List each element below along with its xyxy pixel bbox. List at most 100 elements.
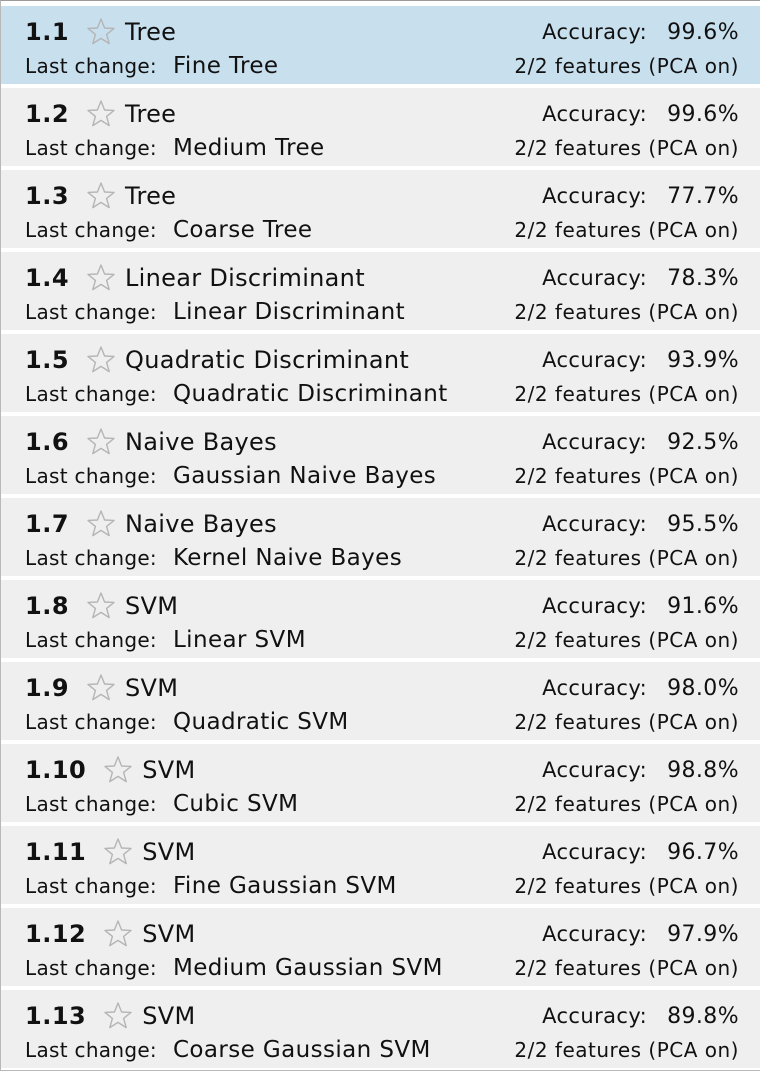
model-type: SVM xyxy=(125,674,179,702)
accuracy-label: Accuracy: xyxy=(542,266,648,290)
star-outline-icon[interactable] xyxy=(102,918,134,950)
model-row-header: 1.9 SVM Accuracy: 98.0% xyxy=(25,672,739,704)
model-type: Linear Discriminant xyxy=(125,264,365,292)
star-outline-icon[interactable] xyxy=(85,98,117,130)
last-change-value: Medium Gaussian SVM xyxy=(172,955,443,981)
accuracy-label: Accuracy: xyxy=(542,430,648,454)
last-change-label: Last change: xyxy=(25,218,157,242)
model-number: 1.1 xyxy=(25,18,70,46)
model-type: SVM xyxy=(142,920,196,948)
model-row-header: 1.4 Linear Discriminant Accuracy: 78.3% xyxy=(25,262,739,294)
last-change-value: Quadratic Discriminant xyxy=(172,381,448,407)
model-number: 1.6 xyxy=(25,428,70,456)
star-outline-icon[interactable] xyxy=(85,180,117,212)
model-number: 1.4 xyxy=(25,264,70,292)
model-number: 1.2 xyxy=(25,100,70,128)
features-info: 2/2 features (PCA on) xyxy=(514,874,739,898)
star-outline-icon[interactable] xyxy=(85,508,117,540)
accuracy-label: Accuracy: xyxy=(542,676,648,700)
model-list: 1.1 Tree Accuracy: 99.6% Last change: Fi… xyxy=(1,6,760,1070)
star-outline-icon[interactable] xyxy=(85,672,117,704)
model-row-1-4[interactable]: 1.4 Linear Discriminant Accuracy: 78.3% … xyxy=(1,252,760,330)
model-row-header: 1.7 Naive Bayes Accuracy: 95.5% xyxy=(25,508,739,540)
accuracy-label: Accuracy: xyxy=(542,348,648,372)
accuracy-label: Accuracy: xyxy=(542,20,648,44)
accuracy-value: 99.6% xyxy=(667,101,739,127)
star-outline-icon[interactable] xyxy=(85,16,117,48)
last-change-value: Medium Tree xyxy=(172,135,325,161)
star-outline-icon[interactable] xyxy=(85,262,117,294)
model-number: 1.10 xyxy=(25,756,87,784)
model-number: 1.12 xyxy=(25,920,87,948)
accuracy-value: 98.0% xyxy=(667,675,739,701)
features-info: 2/2 features (PCA on) xyxy=(514,218,739,242)
accuracy-label: Accuracy: xyxy=(542,1004,648,1028)
last-change-label: Last change: xyxy=(25,956,157,980)
model-number: 1.3 xyxy=(25,182,70,210)
model-row-details: Last change: Quadratic SVM 2/2 features … xyxy=(25,706,739,738)
model-row-details: Last change: Gaussian Naive Bayes 2/2 fe… xyxy=(25,460,739,492)
model-row-1-2[interactable]: 1.2 Tree Accuracy: 99.6% Last change: Me… xyxy=(1,88,760,166)
accuracy-value: 96.7% xyxy=(667,839,739,865)
last-change-label: Last change: xyxy=(25,628,157,652)
model-type: SVM xyxy=(142,1002,196,1030)
star-outline-icon[interactable] xyxy=(102,754,134,786)
last-change-label: Last change: xyxy=(25,54,157,78)
last-change-value: Fine Gaussian SVM xyxy=(172,873,397,899)
model-number: 1.5 xyxy=(25,346,70,374)
accuracy-label: Accuracy: xyxy=(542,102,648,126)
model-row-1-1[interactable]: 1.1 Tree Accuracy: 99.6% Last change: Fi… xyxy=(1,6,760,84)
features-info: 2/2 features (PCA on) xyxy=(514,382,739,406)
accuracy-value: 95.5% xyxy=(667,511,739,537)
model-row-1-11[interactable]: 1.11 SVM Accuracy: 96.7% Last change: Fi… xyxy=(1,826,760,904)
last-change-value: Kernel Naive Bayes xyxy=(172,545,403,571)
model-row-header: 1.6 Naive Bayes Accuracy: 92.5% xyxy=(25,426,739,458)
star-outline-icon[interactable] xyxy=(102,1000,134,1032)
model-row-details: Last change: Coarse Tree 2/2 features (P… xyxy=(25,214,739,246)
model-type: Tree xyxy=(125,18,177,46)
model-row-1-13[interactable]: 1.13 SVM Accuracy: 89.8% Last change: Co… xyxy=(1,990,760,1068)
accuracy-value: 99.6% xyxy=(667,19,739,45)
model-row-1-10[interactable]: 1.10 SVM Accuracy: 98.8% Last change: Cu… xyxy=(1,744,760,822)
model-number: 1.9 xyxy=(25,674,70,702)
model-row-header: 1.2 Tree Accuracy: 99.6% xyxy=(25,98,739,130)
model-row-details: Last change: Coarse Gaussian SVM 2/2 fea… xyxy=(25,1034,739,1066)
last-change-value: Linear SVM xyxy=(172,627,306,653)
last-change-label: Last change: xyxy=(25,300,157,324)
model-row-1-8[interactable]: 1.8 SVM Accuracy: 91.6% Last change: Lin… xyxy=(1,580,760,658)
model-number: 1.7 xyxy=(25,510,70,538)
model-row-1-7[interactable]: 1.7 Naive Bayes Accuracy: 95.5% Last cha… xyxy=(1,498,760,576)
last-change-label: Last change: xyxy=(25,710,157,734)
last-change-value: Linear Discriminant xyxy=(172,299,405,325)
last-change-label: Last change: xyxy=(25,382,157,406)
model-row-details: Last change: Fine Tree 2/2 features (PCA… xyxy=(25,50,739,82)
model-row-details: Last change: Medium Tree 2/2 features (P… xyxy=(25,132,739,164)
accuracy-label: Accuracy: xyxy=(542,594,648,618)
last-change-label: Last change: xyxy=(25,874,157,898)
model-row-1-3[interactable]: 1.3 Tree Accuracy: 77.7% Last change: Co… xyxy=(1,170,760,248)
model-number: 1.11 xyxy=(25,838,87,866)
model-row-header: 1.8 SVM Accuracy: 91.6% xyxy=(25,590,739,622)
last-change-value: Coarse Tree xyxy=(172,217,313,243)
model-row-1-9[interactable]: 1.9 SVM Accuracy: 98.0% Last change: Qua… xyxy=(1,662,760,740)
star-outline-icon[interactable] xyxy=(85,344,117,376)
model-row-1-5[interactable]: 1.5 Quadratic Discriminant Accuracy: 93.… xyxy=(1,334,760,412)
star-outline-icon[interactable] xyxy=(85,590,117,622)
last-change-label: Last change: xyxy=(25,136,157,160)
model-row-1-6[interactable]: 1.6 Naive Bayes Accuracy: 92.5% Last cha… xyxy=(1,416,760,494)
model-row-details: Last change: Quadratic Discriminant 2/2 … xyxy=(25,378,739,410)
model-type: Naive Bayes xyxy=(125,510,277,538)
star-outline-icon[interactable] xyxy=(102,836,134,868)
model-row-details: Last change: Medium Gaussian SVM 2/2 fea… xyxy=(25,952,739,984)
accuracy-value: 98.8% xyxy=(667,757,739,783)
model-row-1-12[interactable]: 1.12 SVM Accuracy: 97.9% Last change: Me… xyxy=(1,908,760,986)
features-info: 2/2 features (PCA on) xyxy=(514,1038,739,1062)
last-change-label: Last change: xyxy=(25,546,157,570)
accuracy-label: Accuracy: xyxy=(542,840,648,864)
model-row-header: 1.10 SVM Accuracy: 98.8% xyxy=(25,754,739,786)
last-change-value: Gaussian Naive Bayes xyxy=(172,463,437,489)
model-row-details: Last change: Linear Discriminant 2/2 fea… xyxy=(25,296,739,328)
star-outline-icon[interactable] xyxy=(85,426,117,458)
features-info: 2/2 features (PCA on) xyxy=(514,300,739,324)
